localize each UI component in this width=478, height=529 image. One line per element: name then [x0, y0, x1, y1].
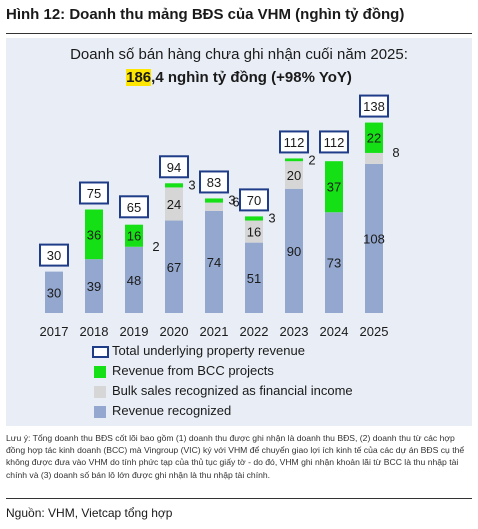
bar-bulk: [205, 202, 223, 211]
chart-panel: [6, 38, 472, 426]
total-label-box: [79, 181, 109, 205]
bar-bcc: [85, 209, 103, 260]
total-label: 65: [127, 200, 141, 215]
x-tick-label: 2018: [80, 324, 109, 339]
data-label-recognized: 74: [207, 255, 221, 270]
data-label-bulk: 20: [287, 168, 301, 183]
x-tick-label: 2020: [160, 324, 189, 339]
total-label-box: [279, 130, 309, 154]
bar-recognized: [85, 259, 103, 313]
data-label-bcc: 2: [308, 152, 315, 167]
bar-bcc: [245, 216, 263, 221]
legend-swatch-total: [92, 346, 109, 358]
total-label-box: [39, 243, 69, 267]
data-label-bulk: 2: [152, 239, 159, 254]
total-label-box: [199, 170, 229, 194]
subtitle-value-rest: ,4 nghìn tỷ đồng (+98% YoY): [151, 69, 352, 86]
x-tick-label: 2023: [280, 324, 309, 339]
legend-label-bulk: Bulk sales recognized as financial incom…: [112, 383, 353, 398]
data-label-recognized: 73: [327, 256, 341, 271]
bar-recognized: [245, 242, 263, 313]
total-label-box: [319, 130, 349, 154]
data-label-recognized: 39: [87, 279, 101, 294]
x-tick-label: 2017: [40, 324, 69, 339]
title-divider: [6, 33, 472, 34]
legend-swatch-bulk: [94, 386, 106, 398]
legend-label-bcc: Revenue from BCC projects: [112, 363, 274, 378]
x-tick-label: 2021: [200, 324, 229, 339]
data-label-recognized: 90: [287, 244, 301, 259]
data-label-bulk: 6: [232, 195, 239, 210]
bar-bcc: [285, 158, 303, 162]
figure-title: Hình 12: Doanh thu mảng BĐS của VHM (ngh…: [6, 6, 405, 23]
total-label-box: [239, 188, 269, 212]
data-label-recognized: 51: [247, 271, 261, 286]
data-label-recognized: 108: [363, 231, 385, 246]
total-label: 112: [324, 135, 345, 150]
bar-bcc: [365, 122, 383, 153]
bar-recognized: [285, 188, 303, 313]
data-label-bcc: 22: [367, 131, 381, 146]
bar-recognized: [325, 212, 343, 313]
x-tick-label: 2025: [360, 324, 389, 339]
data-label-bcc: 16: [127, 229, 141, 244]
total-label-box: [119, 195, 149, 219]
legend-label-recognized: Revenue recognized: [112, 403, 232, 418]
bar-bulk: [365, 152, 383, 164]
total-label: 30: [47, 248, 61, 263]
data-label-bulk: 8: [392, 145, 399, 160]
data-label-bcc: 36: [87, 227, 101, 242]
bar-recognized: [45, 271, 63, 313]
bar-bulk: [165, 187, 183, 221]
bar-bulk: [245, 220, 263, 243]
bar-bcc: [325, 161, 343, 213]
data-label-bcc: 37: [327, 180, 341, 195]
bar-bcc: [125, 224, 143, 247]
total-label-box: [159, 155, 189, 179]
bar-bcc: [205, 198, 223, 203]
bar-bcc: [165, 183, 183, 188]
data-label-bcc: 3: [188, 177, 195, 192]
bar-recognized: [365, 163, 383, 313]
chart-subtitle: Doanh số bán hàng chưa ghi nhận cuối năm…: [70, 46, 408, 63]
legend-label-total: Total underlying property revenue: [112, 343, 305, 358]
bar-recognized: [165, 220, 183, 313]
source-text: Nguồn: VHM, Vietcap tổng hợp: [6, 506, 173, 520]
data-label-recognized: 48: [127, 273, 141, 288]
legend-swatch-bcc: [94, 366, 106, 378]
legend-swatch-recognized: [94, 406, 106, 418]
bar-recognized: [205, 210, 223, 313]
data-label-bcc: 3: [228, 192, 235, 207]
x-tick-label: 2022: [240, 324, 269, 339]
chart-subtitle-value: 186,4 nghìn tỷ đồng (+98% YoY): [0, 69, 478, 86]
x-tick-label: 2019: [120, 324, 149, 339]
total-label-box: [359, 94, 389, 118]
total-label: 70: [247, 193, 261, 208]
total-label: 75: [87, 186, 101, 201]
highlighted-value: 186: [126, 69, 152, 86]
data-label-recognized: 67: [167, 260, 181, 275]
source-divider: [6, 498, 472, 499]
data-label-bulk: 16: [247, 225, 261, 240]
bar-recognized: [125, 246, 143, 313]
bar-bulk: [285, 161, 303, 189]
x-axis-labels: 2017 2018 2019 2020 2021 2022 2023 2024 2025: [40, 324, 389, 339]
footnote: Lưu ý: Tổng doanh thu BĐS cốt lõi bao gồ…: [6, 433, 465, 480]
total-label: 94: [167, 160, 181, 175]
data-label-recognized: 30: [47, 285, 61, 300]
total-label: 112: [284, 135, 305, 150]
x-tick-label: 2024: [320, 324, 349, 339]
total-label: 138: [363, 99, 385, 114]
chart-bars: 3030393675482166567243947463835116370902…: [39, 94, 400, 313]
data-label-bcc: 3: [268, 210, 275, 225]
data-label-bulk: 24: [167, 197, 181, 212]
total-label: 83: [207, 175, 221, 190]
